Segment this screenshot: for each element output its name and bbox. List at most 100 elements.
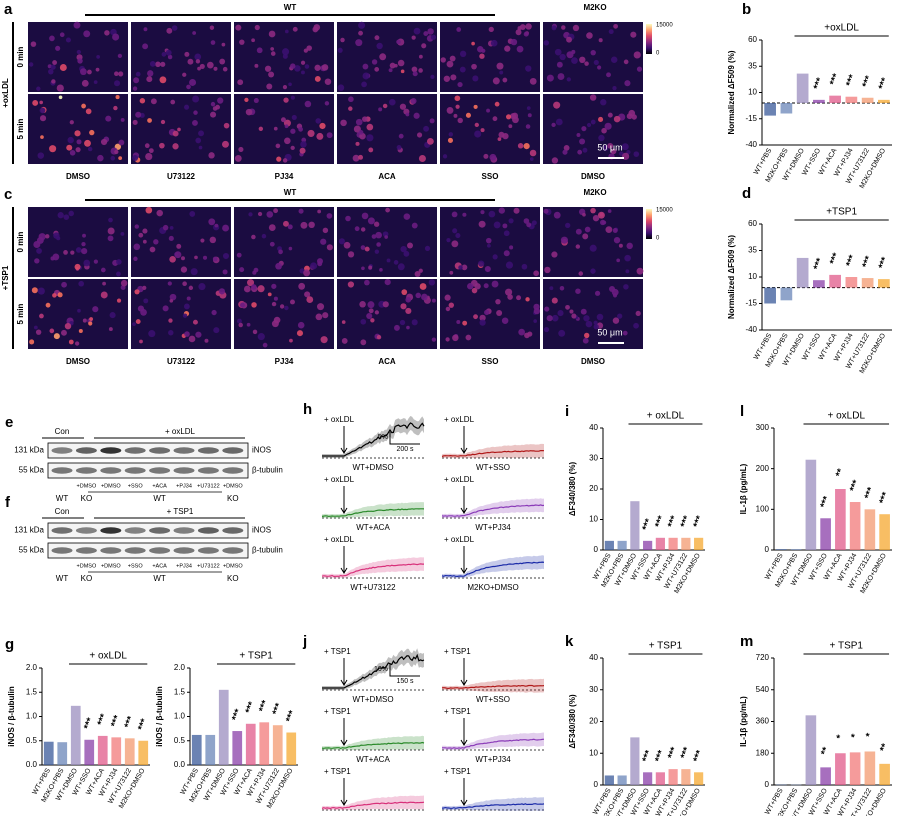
cell xyxy=(527,113,532,118)
band xyxy=(51,547,73,554)
cell xyxy=(238,146,244,153)
cell xyxy=(150,98,157,105)
cell xyxy=(546,315,553,322)
cell xyxy=(636,267,644,275)
cell xyxy=(268,224,276,231)
image-tile xyxy=(131,22,231,92)
cell xyxy=(447,137,454,143)
cell xyxy=(480,128,485,133)
cell xyxy=(39,313,44,319)
significance: *** xyxy=(96,712,110,727)
cell xyxy=(373,221,380,227)
cell xyxy=(597,211,605,219)
cell xyxy=(218,288,226,295)
significance: *** xyxy=(861,255,875,270)
y-axis-label: ΔF340/380 (%) xyxy=(568,694,577,749)
cell xyxy=(551,251,558,258)
cell xyxy=(75,147,81,153)
cell xyxy=(238,322,243,328)
cell xyxy=(113,105,118,111)
cell xyxy=(473,104,478,109)
cell xyxy=(118,71,124,77)
cell xyxy=(418,268,423,273)
cell xyxy=(368,147,374,153)
cell xyxy=(39,107,46,114)
cell xyxy=(276,156,282,162)
cell xyxy=(275,143,281,149)
trace-label: WT+PJ34 xyxy=(475,755,511,764)
bar xyxy=(835,753,846,785)
cell xyxy=(396,39,401,45)
trace-label: WT+ACA xyxy=(356,755,390,764)
cell xyxy=(449,55,456,62)
cell xyxy=(400,245,407,253)
cell xyxy=(612,317,620,324)
significance: *** xyxy=(844,73,858,88)
bar xyxy=(259,722,270,765)
scale-label: 5% xyxy=(378,434,388,441)
cell xyxy=(269,241,275,247)
cell xyxy=(355,141,360,146)
significance: *** xyxy=(819,495,833,510)
cell xyxy=(340,119,347,127)
cell xyxy=(446,238,451,243)
significance: *** xyxy=(679,746,693,761)
y-tick-label: -15 xyxy=(745,114,757,123)
stimulus-label: + oxLDL xyxy=(324,415,355,424)
bar xyxy=(84,739,95,765)
cell xyxy=(284,137,291,145)
cell xyxy=(189,78,197,86)
cell xyxy=(319,122,326,130)
cell xyxy=(236,252,242,258)
cell xyxy=(602,145,609,152)
bar xyxy=(694,772,704,785)
cell xyxy=(477,46,484,53)
cell xyxy=(270,51,276,56)
cell xyxy=(198,283,206,291)
image-tile xyxy=(440,22,540,92)
cell xyxy=(364,246,370,252)
significance: *** xyxy=(666,746,680,761)
y-tick-label: 10 xyxy=(748,88,757,97)
cell xyxy=(300,221,308,229)
cell xyxy=(31,287,38,294)
cell xyxy=(198,130,205,137)
cell xyxy=(275,262,282,270)
significance: *** xyxy=(109,714,123,729)
cell xyxy=(81,241,86,247)
cell xyxy=(452,228,458,234)
protein-label: iNOS xyxy=(252,446,271,455)
cell xyxy=(484,266,491,273)
cell xyxy=(341,338,348,344)
y-tick-label: 2.0 xyxy=(26,663,38,672)
arrow-head xyxy=(340,567,348,574)
y-tick-label: 1.5 xyxy=(174,687,186,696)
cell xyxy=(362,116,368,122)
column-label: DMSO xyxy=(581,172,605,181)
cell xyxy=(523,218,530,224)
colorbar-tick: 0 xyxy=(656,236,660,242)
image-tile xyxy=(337,94,437,164)
cell xyxy=(193,110,198,115)
cell xyxy=(616,258,621,263)
cell xyxy=(187,58,194,65)
cell xyxy=(169,293,177,301)
cell xyxy=(579,56,586,64)
y-tick-label: -40 xyxy=(745,325,757,334)
cell xyxy=(446,106,454,114)
cell xyxy=(143,298,149,304)
cell xyxy=(580,308,587,315)
column-label: U73122 xyxy=(167,357,196,366)
cell xyxy=(398,133,404,139)
column-label: PJ34 xyxy=(275,357,294,366)
cell xyxy=(496,310,503,317)
stimulus-label: + TSP1 xyxy=(444,767,471,776)
cell xyxy=(360,227,366,232)
stimulus-label: + oxLDL xyxy=(444,475,475,484)
cell xyxy=(471,63,477,70)
cell xyxy=(543,208,549,214)
arrow-head xyxy=(460,739,468,746)
cell xyxy=(306,296,314,303)
cell xyxy=(423,31,429,36)
cell xyxy=(388,98,396,106)
